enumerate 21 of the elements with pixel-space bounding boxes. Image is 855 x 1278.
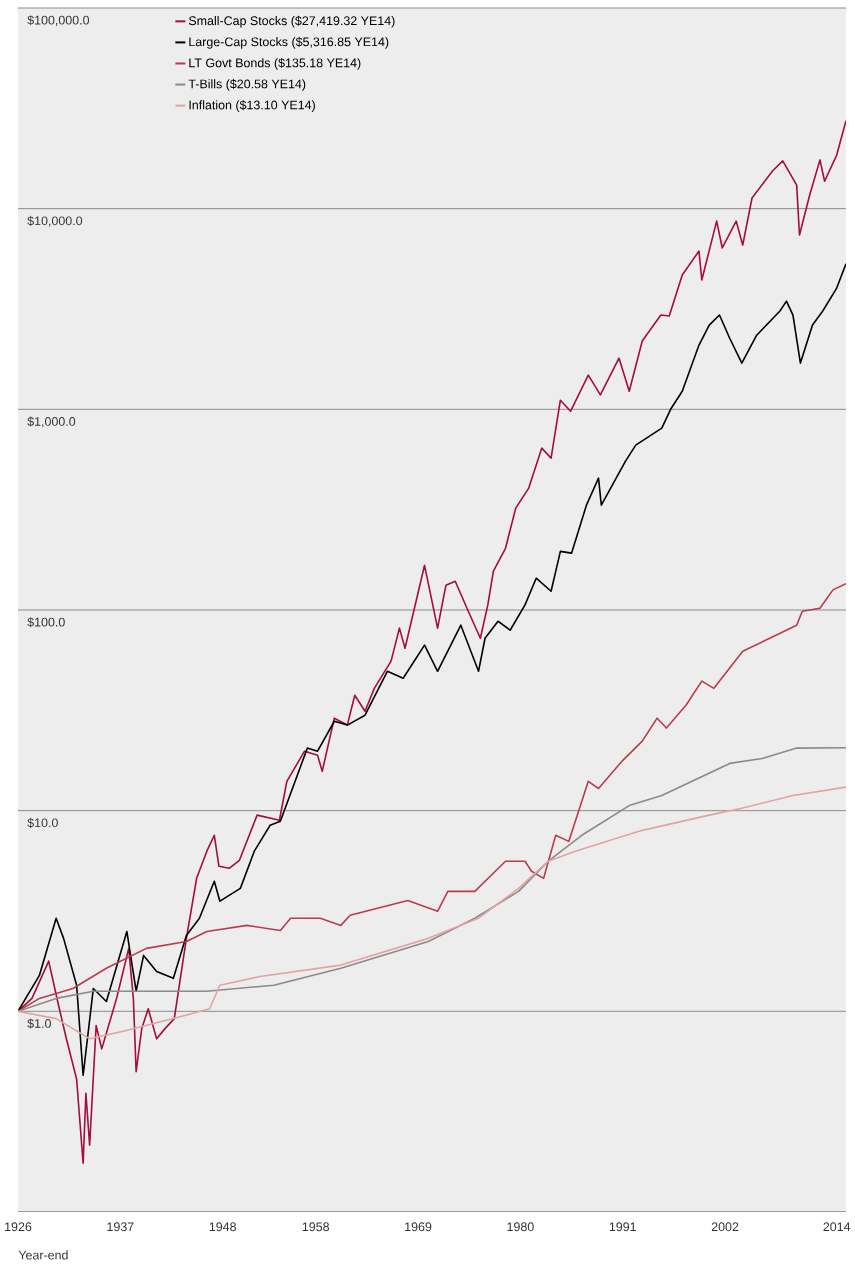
x-tick-label: 1980: [507, 1222, 534, 1232]
y-tick-label: $10.0: [27, 817, 59, 828]
legend-label: Large-Cap Stocks ($5,316.85 YE14): [189, 36, 389, 49]
y-tick-label: $100,000.0: [27, 15, 90, 26]
x-tick-label: 1969: [405, 1222, 432, 1232]
y-tick-label: $1,000.0: [27, 416, 76, 428]
x-tick-label: 2002: [711, 1222, 739, 1232]
x-tick-label: 1948: [209, 1222, 237, 1232]
y-tick-label: $10,000.0: [27, 215, 83, 227]
x-tick-label: 1991: [609, 1222, 637, 1232]
x-axis-title: Year-end: [18, 1250, 68, 1260]
legend-label: Inflation ($13.10 YE14): [189, 100, 316, 112]
y-tick-label: $1.0: [27, 1018, 52, 1029]
x-tick-label: 2014: [823, 1222, 851, 1232]
legend-label: LT Govt Bonds ($135.18 YE14): [189, 57, 361, 70]
x-tick-label: 1958: [302, 1222, 330, 1232]
x-tick-label: 1926: [5, 1222, 32, 1232]
y-tick-label: $100.0: [27, 617, 65, 628]
x-tick-label: 1937: [107, 1222, 134, 1232]
legend-label: T-Bills ($20.58 YE14): [188, 79, 306, 91]
legend-label: Small-Cap Stocks ($27,419.32 YE14): [189, 15, 395, 28]
